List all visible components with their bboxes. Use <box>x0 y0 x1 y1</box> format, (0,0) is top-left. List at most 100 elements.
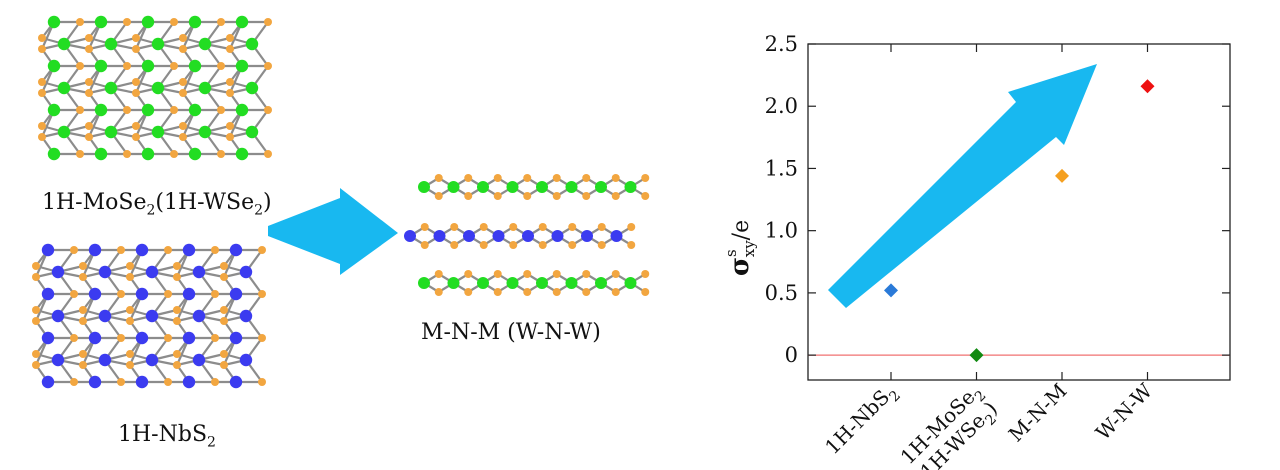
chalcogen-atom <box>582 288 591 296</box>
metal-atom <box>581 230 593 242</box>
chalcogen-atom <box>85 45 93 53</box>
chalcogen-atom <box>126 350 134 358</box>
chalcogen-atom <box>132 34 140 42</box>
metal-atom-mo <box>104 81 118 95</box>
metal-atom <box>477 181 489 193</box>
metal-atom-nb <box>135 331 149 345</box>
chalcogen-atom <box>464 288 473 296</box>
metal-atom-nb <box>182 331 196 345</box>
chalcogen-atom <box>211 378 219 386</box>
y-tick-label: 1.0 <box>765 219 798 243</box>
chalcogen-atom <box>117 378 125 386</box>
chalcogen-atom <box>464 192 473 200</box>
chalcogen-atom <box>523 174 532 182</box>
metal-atom <box>565 277 578 289</box>
chalcogen-atom <box>170 18 178 26</box>
chalcogen-atom <box>568 223 577 231</box>
metal-atom-nb <box>229 375 243 389</box>
metal-atom-mo <box>47 147 61 161</box>
y-axis-label-sup: s <box>722 249 740 257</box>
metal-atom-nb <box>41 331 55 345</box>
chalcogen-atom <box>434 270 443 278</box>
metal-atom <box>433 230 446 242</box>
chalcogen-atom <box>164 378 172 386</box>
x-tick-label: 1H-NbS2 <box>820 379 904 463</box>
y-axis-label-sigma: σ <box>725 257 755 276</box>
metal-atom-mo <box>141 147 155 161</box>
mose2-label: 1H-MoSe2(1H-WSe2) <box>42 190 272 219</box>
chalcogen-atom <box>117 290 125 298</box>
data-point <box>1055 168 1069 183</box>
chalcogen-atom <box>179 45 187 53</box>
chalcogen-atom <box>552 174 561 182</box>
chalcogen-atom <box>123 150 131 158</box>
chalcogen-atom <box>32 273 40 281</box>
chalcogen-atom <box>79 361 87 369</box>
chalcogen-atom <box>582 270 591 278</box>
chalcogen-atom <box>464 174 473 182</box>
metal-atom-nb <box>182 243 196 257</box>
chalcogen-atom <box>523 288 532 296</box>
chalcogen-atom <box>32 317 40 325</box>
metal-atom <box>418 277 430 289</box>
metal-atom-mo <box>235 147 249 161</box>
chalcogen-atom <box>38 89 46 97</box>
chalcogen-atom <box>70 246 78 254</box>
y-axis-label: σsxy/e <box>722 220 758 276</box>
y-tick-label: 1.5 <box>765 156 798 180</box>
metal-atom-nb <box>135 375 149 389</box>
chalcogen-atom <box>170 106 178 114</box>
chalcogen-atom <box>493 270 502 278</box>
chalcogen-atom <box>627 223 636 231</box>
metal-atom-nb <box>229 331 243 345</box>
chalcogen-atom <box>464 270 473 278</box>
chalcogen-atom <box>641 270 650 278</box>
chalcogen-atom <box>264 106 272 114</box>
chalcogen-atom <box>32 350 40 358</box>
chalcogen-atom <box>85 122 93 130</box>
metal-atom-nb <box>98 353 112 367</box>
stacking-arrow-icon <box>268 188 398 275</box>
chalcogen-atom <box>70 290 78 298</box>
nbs2-lattice-top-view <box>32 243 266 389</box>
chalcogen-atom <box>117 334 125 342</box>
chalcogen-atom <box>85 34 93 42</box>
chalcogen-atom <box>568 241 577 249</box>
chalcogen-atom <box>538 223 547 231</box>
chalcogen-atom <box>38 78 46 86</box>
metal-atom-nb <box>135 287 149 301</box>
chalcogen-atom <box>179 89 187 97</box>
y-axis-label-tail: /e <box>729 220 754 240</box>
chalcogen-atom <box>179 122 187 130</box>
chalcogen-atom <box>76 62 84 70</box>
chalcogen-atom <box>211 334 219 342</box>
metal-atom-mo <box>198 125 212 139</box>
chalcogen-atom <box>582 192 591 200</box>
chalcogen-atom <box>123 62 131 70</box>
metal-atom-mo <box>94 59 108 73</box>
metal-atom-nb <box>182 287 196 301</box>
chalcogen-atom <box>76 18 84 26</box>
metal-atom <box>536 277 548 289</box>
data-point <box>1140 79 1155 94</box>
metal-atom-mo <box>188 147 202 161</box>
chalcogen-atom <box>173 273 181 281</box>
metal-atom-nb <box>135 243 149 257</box>
x-tick-label-main: M-N-M <box>1004 379 1072 447</box>
metal-atom-nb <box>51 265 65 279</box>
chalcogen-atom <box>434 288 443 296</box>
chalcogen-atom <box>552 192 561 200</box>
metal-atom <box>463 230 475 242</box>
metal-atom <box>404 230 416 242</box>
chalcogen-atom <box>597 241 606 249</box>
metal-atom-mo <box>94 103 108 117</box>
metal-atom <box>492 230 505 242</box>
chalcogen-atom <box>552 270 561 278</box>
chalcogen-atom <box>85 89 93 97</box>
chalcogen-atom <box>211 290 219 298</box>
metal-atom-mo <box>245 81 259 95</box>
metal-atom-nb <box>145 309 159 323</box>
chalcogen-atom <box>117 246 125 254</box>
chalcogen-atom <box>132 122 140 130</box>
